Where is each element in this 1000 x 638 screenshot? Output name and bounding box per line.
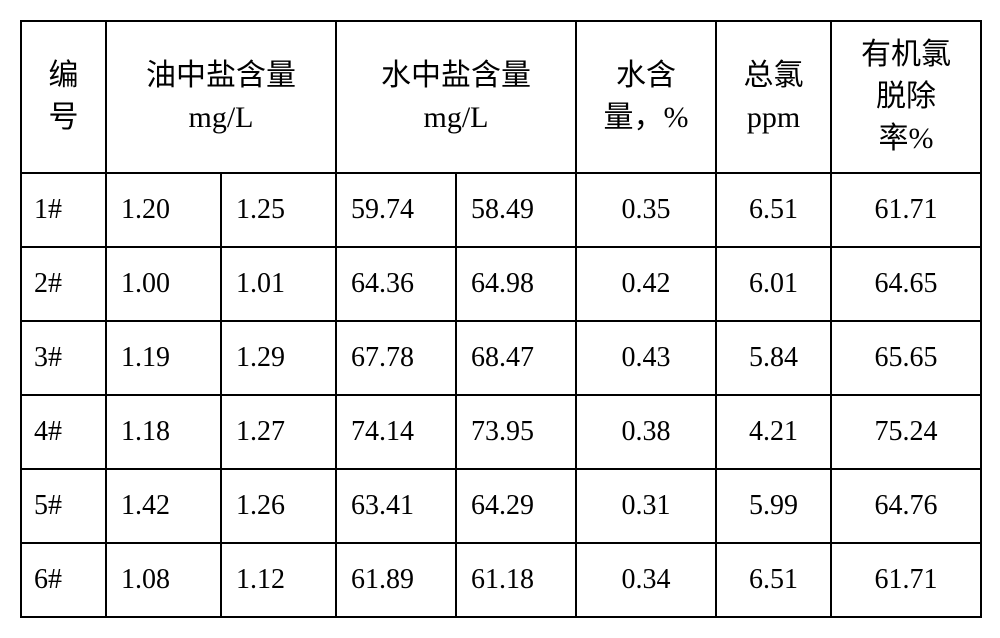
cell-w2: 61.18 (456, 543, 576, 617)
cell-rr: 75.24 (831, 395, 981, 469)
cell-w2: 68.47 (456, 321, 576, 395)
cell-id: 5# (21, 469, 106, 543)
data-table: 编 号 油中盐含量 mg/L 水中盐含量 mg/L 水含 量，% 总氯 ppm … (20, 20, 982, 618)
cell-w2: 58.49 (456, 173, 576, 247)
cell-tc: 5.99 (716, 469, 831, 543)
header-water-content: 水含 量，% (576, 21, 716, 173)
cell-wc: 0.43 (576, 321, 716, 395)
table-row: 3#1.191.2967.7868.470.435.8465.65 (21, 321, 981, 395)
header-removal-rate: 有机氯 脱除 率% (831, 21, 981, 173)
cell-oil2: 1.26 (221, 469, 336, 543)
cell-w2: 64.29 (456, 469, 576, 543)
cell-rr: 65.65 (831, 321, 981, 395)
cell-wc: 0.38 (576, 395, 716, 469)
cell-id: 3# (21, 321, 106, 395)
cell-w1: 59.74 (336, 173, 456, 247)
cell-oil2: 1.27 (221, 395, 336, 469)
header-id: 编 号 (21, 21, 106, 173)
cell-oil2: 1.12 (221, 543, 336, 617)
cell-w2: 73.95 (456, 395, 576, 469)
cell-oil1: 1.18 (106, 395, 221, 469)
table-row: 5#1.421.2663.4164.290.315.9964.76 (21, 469, 981, 543)
cell-tc: 4.21 (716, 395, 831, 469)
table-row: 4#1.181.2774.1473.950.384.2175.24 (21, 395, 981, 469)
cell-wc: 0.42 (576, 247, 716, 321)
cell-id: 6# (21, 543, 106, 617)
cell-oil1: 1.20 (106, 173, 221, 247)
header-oil-salt: 油中盐含量 mg/L (106, 21, 336, 173)
cell-oil1: 1.19 (106, 321, 221, 395)
cell-w1: 64.36 (336, 247, 456, 321)
cell-oil2: 1.01 (221, 247, 336, 321)
cell-oil1: 1.00 (106, 247, 221, 321)
cell-w1: 74.14 (336, 395, 456, 469)
table-row: 6#1.081.1261.8961.180.346.5161.71 (21, 543, 981, 617)
cell-rr: 64.76 (831, 469, 981, 543)
table-row: 1#1.201.2559.7458.490.356.5161.71 (21, 173, 981, 247)
cell-oil1: 1.42 (106, 469, 221, 543)
cell-id: 2# (21, 247, 106, 321)
header-water-salt: 水中盐含量 mg/L (336, 21, 576, 173)
cell-rr: 61.71 (831, 173, 981, 247)
table-header-row: 编 号 油中盐含量 mg/L 水中盐含量 mg/L 水含 量，% 总氯 ppm … (21, 21, 981, 173)
cell-w1: 61.89 (336, 543, 456, 617)
cell-id: 1# (21, 173, 106, 247)
cell-w1: 63.41 (336, 469, 456, 543)
cell-oil2: 1.25 (221, 173, 336, 247)
cell-oil1: 1.08 (106, 543, 221, 617)
cell-tc: 6.51 (716, 173, 831, 247)
cell-w2: 64.98 (456, 247, 576, 321)
cell-tc: 5.84 (716, 321, 831, 395)
cell-wc: 0.35 (576, 173, 716, 247)
table-body: 1#1.201.2559.7458.490.356.5161.712#1.001… (21, 173, 981, 617)
cell-wc: 0.34 (576, 543, 716, 617)
cell-rr: 64.65 (831, 247, 981, 321)
table-row: 2#1.001.0164.3664.980.426.0164.65 (21, 247, 981, 321)
cell-tc: 6.51 (716, 543, 831, 617)
header-total-cl: 总氯 ppm (716, 21, 831, 173)
cell-id: 4# (21, 395, 106, 469)
cell-w1: 67.78 (336, 321, 456, 395)
cell-wc: 0.31 (576, 469, 716, 543)
cell-rr: 61.71 (831, 543, 981, 617)
cell-tc: 6.01 (716, 247, 831, 321)
cell-oil2: 1.29 (221, 321, 336, 395)
